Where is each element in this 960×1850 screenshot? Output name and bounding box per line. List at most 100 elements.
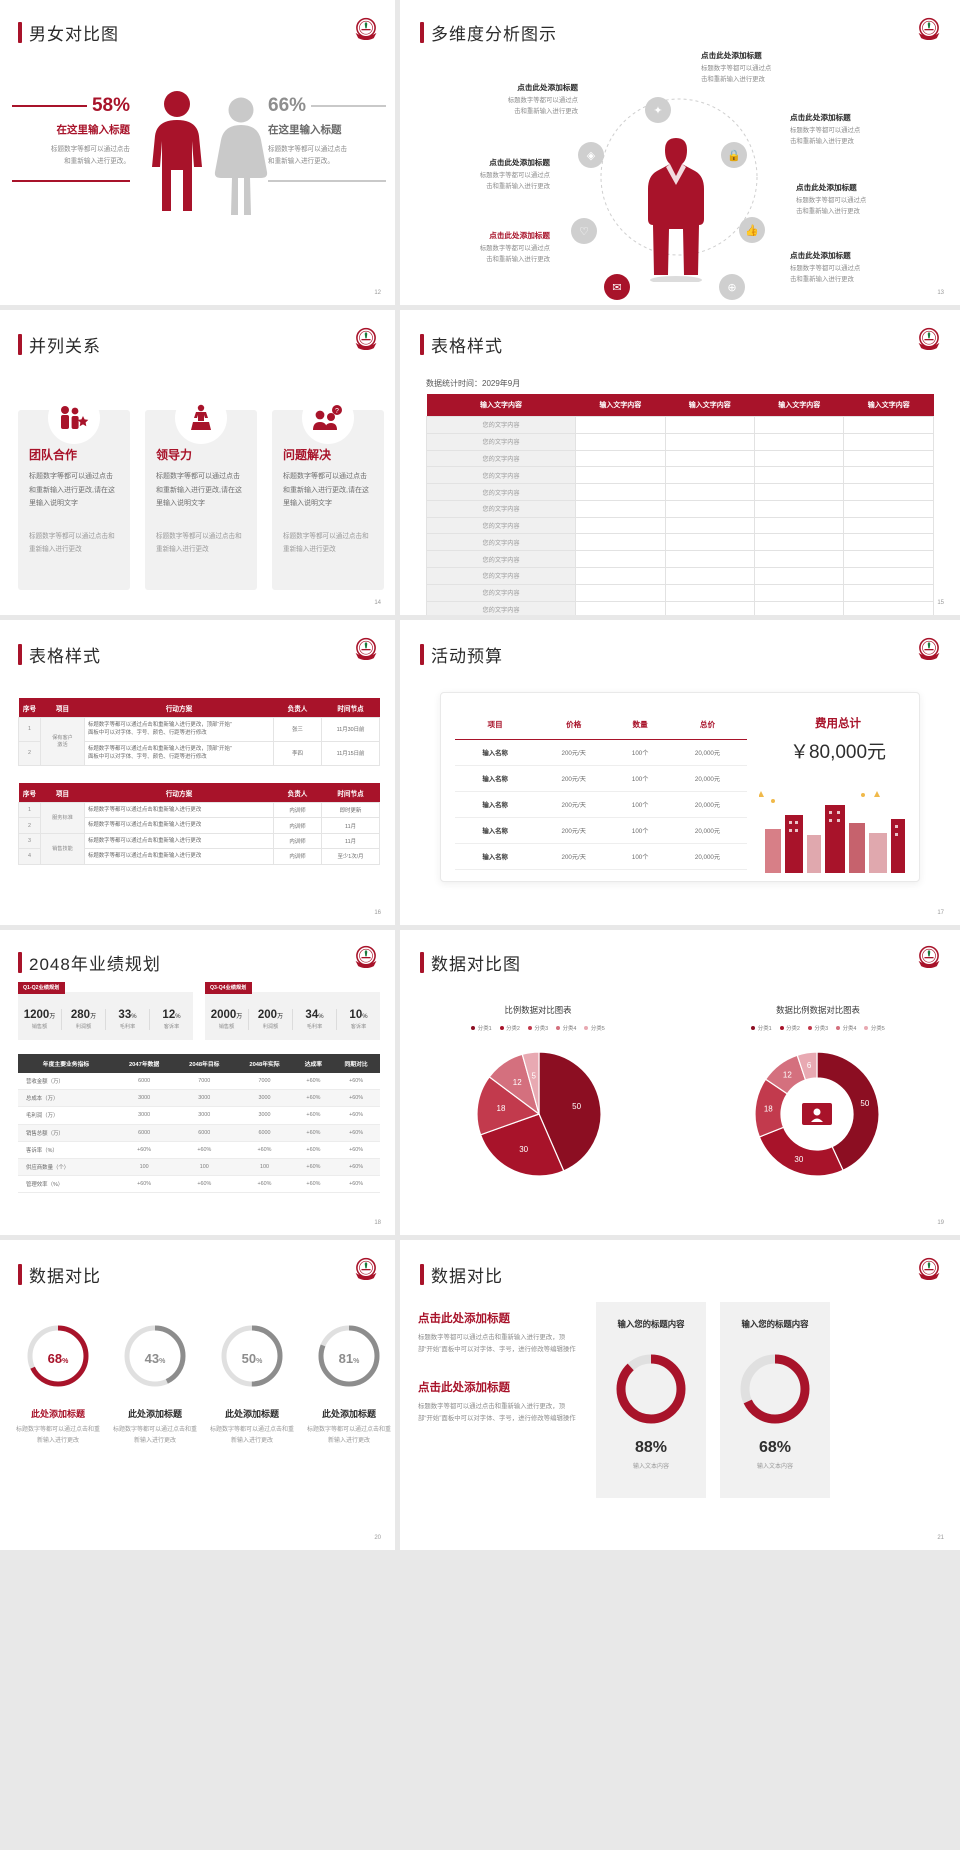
table-cell: [575, 567, 666, 585]
table-cell: 6000: [114, 1124, 175, 1142]
rocket-icon[interactable]: ✦: [645, 97, 671, 123]
column-header: 序号: [18, 698, 41, 718]
dimension-desc-2: 击和重新输入进行更改: [796, 207, 860, 215]
table-row: 客诉率（%） +60% +60% +60% +60% +60%: [18, 1141, 380, 1159]
kpi-number: 33%: [118, 1008, 137, 1021]
column-header: 输入文字内容: [575, 394, 666, 417]
column-header: 负责人: [273, 783, 322, 803]
male-stat-block: 58% 在这里输入标题 标题数字等都可以通过点击 和重新输入进行更改。: [12, 95, 130, 182]
table-cell: [664, 583, 756, 602]
dimension-desc-1: 标题数字等都可以通过点: [479, 245, 550, 252]
question-people-icon: ?: [302, 392, 354, 444]
column-header: 行动方案: [84, 783, 274, 803]
kpi-cell: 280万 利润额: [62, 1008, 106, 1030]
table-row: 您的文字内容: [425, 483, 934, 501]
legend-label: 分类5: [870, 1026, 885, 1032]
kpi-cell: 12% 客诉率: [150, 1009, 193, 1030]
dimension-desc-2: 击和重新输入进行更改: [790, 275, 854, 283]
dimension-desc-1: 标题数字等都可以通过点: [479, 172, 550, 179]
pie-chart-legend: 分类1 分类2 分类3 分类4 分类5: [418, 1024, 658, 1032]
pie-slice: [538, 1051, 602, 1172]
table-row: 输入名称 200元/天 100个 20,000元: [455, 765, 747, 792]
legend-item: 分类1: [471, 1024, 492, 1032]
city-skyline-icon: [759, 791, 905, 873]
ring-heading: 此处添加标题: [224, 1409, 279, 1419]
total-value: ￥80,000元: [789, 742, 887, 763]
dimension-desc-1: 标题数字等都可以通过点: [790, 127, 861, 134]
kpi-box: Q3-Q4业绩规划 2000万 销售额 200万 利润额 34% 毛利率 10% 客诉率: [205, 982, 380, 1040]
page-title: 2048年业绩规划: [18, 950, 161, 975]
dimension-block-5: 点击此处添加标题 标题数字等都可以通过点 击和重新输入进行更改: [790, 112, 910, 147]
card-value: 68%: [758, 1439, 792, 1456]
table-cell: +60%: [332, 1106, 380, 1125]
svg-text:?: ?: [335, 408, 339, 415]
pie-slice: [758, 1126, 844, 1177]
deadline: 11月: [321, 832, 380, 850]
action-plan: 标题数字等都可以通过点击和重新输入进行更改: [84, 832, 274, 850]
table-cell: +60%: [294, 1089, 333, 1108]
table-cell: [664, 449, 756, 468]
title-text: 活动预算: [431, 647, 503, 666]
megaphone-icon[interactable]: ✉: [604, 274, 630, 300]
kpi-tag: Q1-Q2业绩规划: [18, 982, 66, 994]
legend-label: 分类1: [757, 1026, 772, 1032]
ring-desc: 标题数字等都可以通过点击和重新输入进行更改: [306, 1427, 391, 1445]
donut-chart-title: 数据比例数据对比图表: [776, 1005, 860, 1015]
deadline: 11月: [321, 817, 380, 834]
lock-icon[interactable]: 🔒: [721, 142, 747, 168]
table-cell: [754, 600, 845, 615]
table-row: 总成本（万） 3000 3000 3000 +60% +60%: [18, 1089, 380, 1108]
table-cell: +60%: [234, 1141, 295, 1159]
title-accent-bar: [420, 644, 424, 665]
parallel-card-3[interactable]: ? 问题解决 标题数字等都可以通过点击和重新输入进行更改,请在这里输入说明文字 …: [272, 392, 384, 590]
male-baseline: [12, 180, 130, 182]
parallel-card-2[interactable]: 领导力 标题数字等都可以通过点击和重新输入进行更改,请在这里输入说明文字 标题数…: [145, 392, 257, 590]
data-table: 输入文字内容 输入文字内容 输入文字内容 输入文字内容 输入文字内容 您的文字内容 您的文…: [425, 394, 934, 615]
stat-card[interactable]: 输入您的标题内容 68% 输入文本内容: [720, 1302, 830, 1498]
female-percent: 66%: [268, 95, 307, 116]
table-cell: 3000: [234, 1089, 295, 1108]
kpi-number: 12%: [162, 1008, 181, 1021]
dimension-heading: 点击此处添加标题: [790, 251, 851, 260]
parallel-card-1[interactable]: 团队合作 标题数字等都可以通过点击和重新输入进行更改,请在这里输入说明文字 标题…: [18, 392, 130, 590]
table-cell: [843, 550, 934, 569]
budget-total: 20,000元: [667, 817, 747, 844]
slide-20: 数据对比 68% 此处添加标题 标题数字等都可以通过点击和重新输入进行更改 43% 此处…: [0, 1240, 400, 1550]
pie-slice: [476, 1076, 541, 1136]
table-cell: [664, 483, 756, 501]
table-cell: [575, 516, 666, 535]
ring-value: 43%: [144, 1351, 166, 1366]
page-number: 17: [937, 910, 944, 916]
deadline: 11月15日前: [321, 740, 380, 766]
table-header-row: 序号 项目 行动方案 负责人 时间节点: [18, 783, 380, 803]
table-cell: +60%: [332, 1089, 380, 1108]
brand-logo-icon: [353, 944, 379, 970]
table-cell: 3000: [174, 1089, 235, 1108]
kpi-cell: 34% 毛利率: [293, 1008, 337, 1030]
legend-label: 分类2: [786, 1026, 800, 1032]
table-cell: 营收金额（万）: [18, 1073, 114, 1091]
budget-name: 输入名称: [455, 843, 536, 870]
table-cell: [664, 416, 756, 434]
table-cell: +60%: [294, 1175, 333, 1194]
owner: 内训师: [273, 832, 322, 850]
table-cell: [843, 416, 934, 434]
table-cell: 您的文字内容: [425, 499, 577, 518]
table-row: 4 标题数字等都可以通过点击和重新输入进行更改 内训师 至少1次/月: [18, 848, 380, 865]
slide-16: 表格样式 序号 项目 行动方案 负责人 时间节点 1 保有客户 激活 标题数字等都可以通过点击…: [0, 620, 400, 930]
table-cell: 100: [234, 1158, 295, 1177]
thumbs-up-icon[interactable]: 👍: [739, 217, 765, 243]
globe-icon[interactable]: ⊕: [719, 274, 745, 300]
diamond-icon[interactable]: ◈: [578, 142, 604, 168]
dimension-block-4-active: 点击此处添加标题 标题数字等都可以通过点 击和重新输入进行更改: [430, 230, 550, 265]
heart-icon[interactable]: ♡: [571, 218, 597, 244]
card-heading: 输入您的标题内容: [617, 1319, 685, 1329]
gender-compare: 58% 在这里输入标题 标题数字等都可以通过点击 和重新输入进行更改。 66% …: [0, 91, 395, 240]
column-header: 负责人: [273, 698, 322, 718]
male-percent: 58%: [91, 95, 130, 116]
table-cell: 毛利润（万）: [18, 1106, 114, 1125]
table-cell: 您的文字内容: [425, 466, 577, 485]
stat-card[interactable]: 输入您的标题内容 88% 输入文本内容: [596, 1302, 706, 1498]
page-number: 18: [374, 1220, 381, 1226]
table-cell: [575, 533, 666, 552]
